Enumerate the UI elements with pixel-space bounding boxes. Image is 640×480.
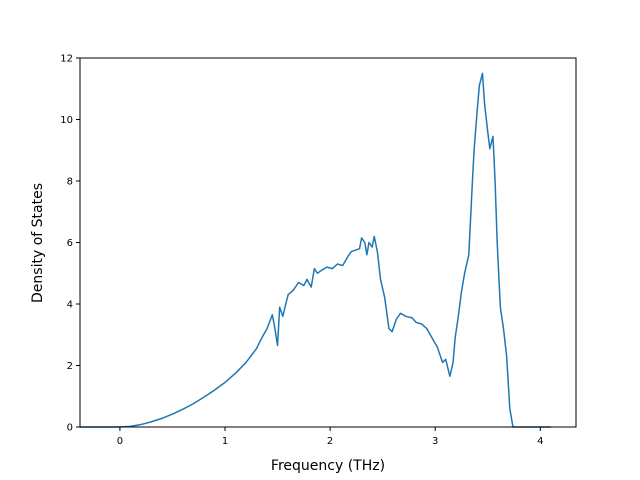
x-tick-label: 1	[222, 436, 228, 447]
x-tick-label: 3	[432, 436, 438, 447]
y-tick-label: 2	[67, 361, 73, 372]
x-tick-label: 2	[327, 436, 333, 447]
y-tick-label: 8	[67, 177, 73, 188]
series-layer	[80, 72, 551, 428]
x-axis-ticks: 0 1 2 3 4	[117, 427, 543, 447]
x-tick-label: 0	[117, 436, 123, 447]
x-axis-label: Frequency (THz)	[271, 458, 385, 474]
y-tick-label: 10	[60, 115, 73, 126]
x-tick-label: 4	[537, 436, 543, 447]
y-tick-label: 12	[60, 54, 73, 65]
y-tick-label: 4	[67, 300, 73, 311]
y-tick-label: 6	[67, 238, 73, 249]
series-line-0	[80, 72, 551, 428]
y-axis-ticks: 0 2 4 6 8 10 12	[60, 54, 80, 434]
axes-frame	[79, 57, 577, 428]
y-axis-label: Density of States	[30, 183, 46, 303]
y-tick-label: 0	[67, 423, 73, 434]
